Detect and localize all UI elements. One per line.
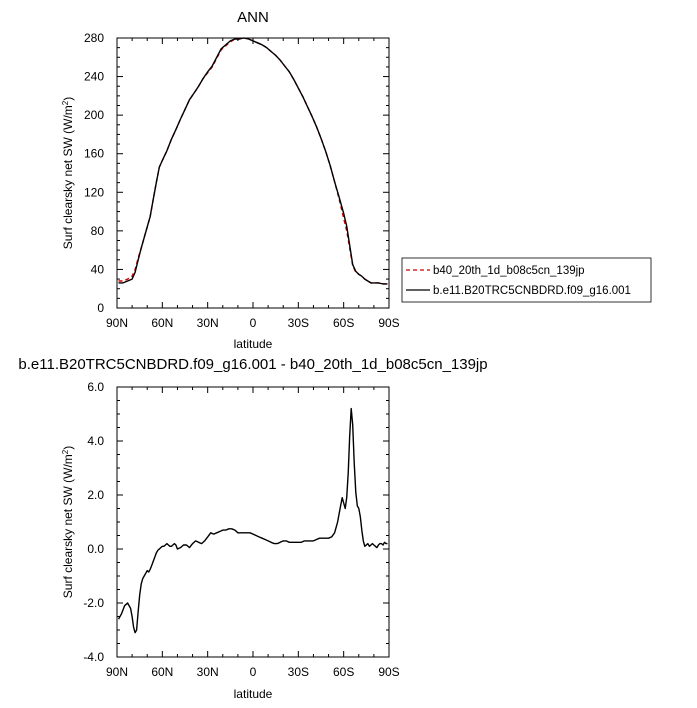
- bottom-x-tick-label: 90S: [378, 665, 399, 679]
- top-y-tick-label: 240: [84, 70, 104, 84]
- top-x-axis-label: latitude: [234, 337, 273, 351]
- top-x-tick-label: 90N: [106, 316, 128, 330]
- top-series-line-1: [118, 37, 388, 285]
- bottom-y-axis-label-superscript: 2: [61, 449, 70, 454]
- top-x-tick-label: 60S: [333, 316, 354, 330]
- top-y-axis-label: Surf clearsky net SW (W/m2): [61, 97, 75, 249]
- top-y-tick-label: 0: [97, 301, 104, 315]
- bottom-series-lines: [117, 407, 388, 634]
- bottom-chart-title: b.e11.B20TRC5CNBDRD.f09_g16.001 - b40_20…: [18, 356, 487, 373]
- bottom-x-tick-label: 90N: [106, 665, 128, 679]
- top-y-axis-label-text: Surf clearsky net SW (W/m: [61, 105, 75, 249]
- top-axes-ticks: 90N 60N 30N 0 30S 60S 90S 0 40 80 120 160 200 240 280: [84, 31, 400, 330]
- legend-label-b40: b40_20th_1d_b08c5cn_139jp: [433, 265, 585, 277]
- top-y-axis-label-close: ): [61, 97, 75, 101]
- bottom-series-line-0: [117, 407, 388, 634]
- top-y-tick-label: 80: [91, 224, 105, 238]
- bottom-x-tick-label: 60N: [151, 665, 173, 679]
- top-y-tick-label: 280: [84, 31, 104, 45]
- bottom-y-axis-label-text: Surf clearsky net SW (W/m: [61, 454, 75, 598]
- bottom-y-tick-label: 6.0: [87, 380, 104, 394]
- top-x-tick-label: 60N: [151, 316, 173, 330]
- bottom-x-tick-label: 0: [250, 665, 257, 679]
- bottom-y-tick-label: 2.0: [87, 488, 104, 502]
- top-x-tick-label: 90S: [378, 316, 399, 330]
- legend-box: [401, 257, 652, 303]
- bottom-plot-frame: [116, 386, 390, 658]
- bottom-y-tick-label: 4.0: [87, 434, 104, 448]
- bottom-y-tick-label: -2.0: [83, 596, 104, 610]
- top-series-line-0: [118, 37, 388, 285]
- legend: b40_20th_1d_b08c5cn_139jp b.e11.B20TRC5C…: [401, 257, 652, 303]
- top-chart-title: ANN: [237, 9, 269, 26]
- legend-label-b-e11: b.e11.B20TRC5CNBDRD.f09_g16.001: [433, 285, 631, 297]
- bottom-axes-ticks: 90N 60N 30N 0 30S 60S 90S -4.0 -2.0 0.0 2.0 4.0 6.0: [83, 380, 399, 679]
- top-y-tick-label: 200: [84, 108, 104, 122]
- top-panel: ANN 90N 60N 30N 0 30S 60S 90S 0 40 80 120 160 200 240…: [61, 9, 400, 351]
- top-x-tick-label: 0: [250, 316, 257, 330]
- bottom-y-axis-label-close: ): [61, 446, 75, 450]
- top-x-tick-label: 30S: [288, 316, 309, 330]
- bottom-x-tick-label: 30S: [288, 665, 309, 679]
- top-y-tick-label: 120: [84, 185, 104, 199]
- bottom-x-tick-label: 30N: [197, 665, 219, 679]
- bottom-y-tick-label: 0.0: [87, 542, 104, 556]
- bottom-y-axis-label: Surf clearsky net SW (W/m2): [61, 446, 75, 598]
- bottom-panel: b.e11.B20TRC5CNBDRD.f09_g16.001 - b40_20…: [18, 356, 487, 701]
- top-y-tick-label: 160: [84, 147, 104, 161]
- top-y-axis-label-superscript: 2: [61, 100, 70, 105]
- bottom-x-tick-label: 60S: [333, 665, 354, 679]
- bottom-x-axis-label: latitude: [234, 687, 273, 701]
- top-x-tick-label: 30N: [197, 316, 219, 330]
- top-y-tick-label: 40: [91, 262, 105, 276]
- bottom-y-tick-label: -4.0: [83, 650, 104, 664]
- top-series-lines: [118, 37, 388, 285]
